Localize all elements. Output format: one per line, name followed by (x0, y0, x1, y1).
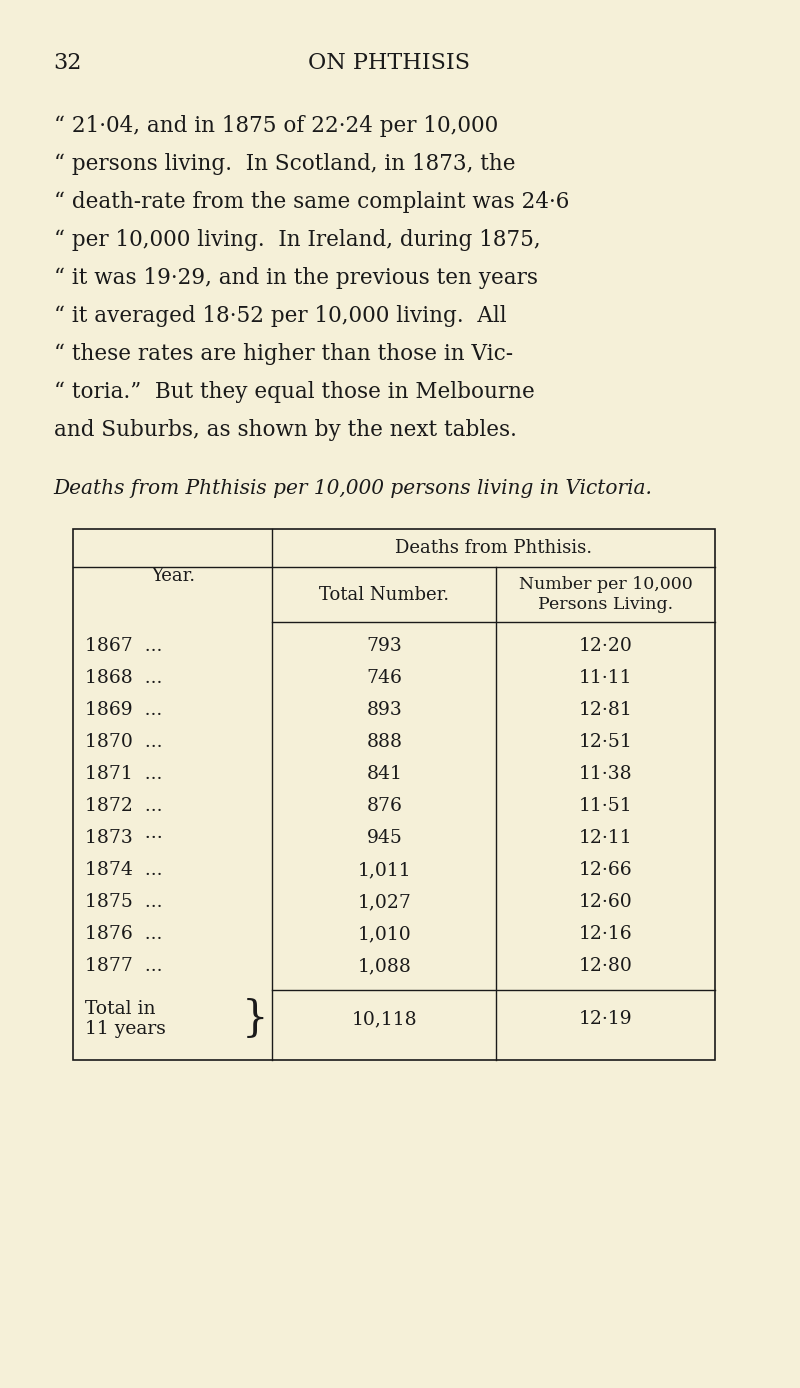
Text: and Suburbs, as shown by the next tables.: and Suburbs, as shown by the next tables… (54, 419, 516, 441)
Text: 12·20: 12·20 (579, 637, 633, 655)
Text: 746: 746 (366, 669, 402, 687)
Text: 1869  ...: 1869 ... (85, 701, 162, 719)
Text: 1867  ...: 1867 ... (85, 637, 162, 655)
Text: 1873  ···: 1873 ··· (85, 829, 162, 847)
Text: 1876  ...: 1876 ... (85, 924, 162, 942)
Text: 12·80: 12·80 (579, 956, 633, 974)
Text: 1872  ...: 1872 ... (85, 797, 162, 815)
Text: 12·16: 12·16 (579, 924, 633, 942)
Text: Total Number.: Total Number. (319, 586, 450, 604)
Text: “ 21·04, and in 1875 of 22·24 per 10,000: “ 21·04, and in 1875 of 22·24 per 10,000 (54, 115, 498, 137)
Text: 12·19: 12·19 (579, 1010, 633, 1029)
Text: 841: 841 (366, 765, 402, 783)
Text: 10,118: 10,118 (351, 1010, 417, 1029)
Text: 1,011: 1,011 (358, 861, 411, 879)
Text: “ persons living.  In Scotland, in 1873, the: “ persons living. In Scotland, in 1873, … (54, 153, 515, 175)
Text: Year.: Year. (150, 566, 194, 584)
Text: ON PHTHISIS: ON PHTHISIS (308, 51, 470, 74)
Text: 1868  ...: 1868 ... (85, 669, 162, 687)
Text: 11·51: 11·51 (579, 797, 633, 815)
Text: 1875  ...: 1875 ... (85, 892, 162, 911)
Text: 1,027: 1,027 (358, 892, 411, 911)
Text: 11·38: 11·38 (579, 765, 633, 783)
Text: 12·81: 12·81 (579, 701, 633, 719)
Bar (73, 529, 715, 1060)
Text: 1871  ...: 1871 ... (85, 765, 162, 783)
Text: 893: 893 (366, 701, 402, 719)
Text: “ it was 19·29, and in the previous ten years: “ it was 19·29, and in the previous ten … (54, 266, 538, 289)
Text: “ per 10,000 living.  In Ireland, during 1875,: “ per 10,000 living. In Ireland, during … (54, 229, 540, 251)
Text: 793: 793 (366, 637, 402, 655)
Text: Number per 10,000
Persons Living.: Number per 10,000 Persons Living. (519, 576, 693, 612)
Text: }: } (242, 998, 268, 1040)
Text: 11·11: 11·11 (579, 669, 633, 687)
Text: “ death-rate from the same complaint was 24·6: “ death-rate from the same complaint was… (54, 192, 569, 212)
Text: 945: 945 (366, 829, 402, 847)
Text: “ toria.”  But they equal those in Melbourne: “ toria.” But they equal those in Melbou… (54, 380, 534, 403)
Text: 1877  ...: 1877 ... (85, 956, 162, 974)
Text: 1870  ...: 1870 ... (85, 733, 162, 751)
Text: 12·11: 12·11 (579, 829, 633, 847)
Text: 32: 32 (54, 51, 82, 74)
Text: “ it averaged 18·52 per 10,000 living.  All: “ it averaged 18·52 per 10,000 living. A… (54, 305, 506, 328)
Text: 12·66: 12·66 (579, 861, 633, 879)
Text: 1,010: 1,010 (358, 924, 411, 942)
Text: 1,088: 1,088 (358, 956, 411, 974)
Text: “ these rates are higher than those in Vic-: “ these rates are higher than those in V… (54, 343, 513, 365)
Text: Deaths from Phthisis per 10,000 persons living in Victoria.: Deaths from Phthisis per 10,000 persons … (54, 479, 652, 498)
Text: 888: 888 (366, 733, 402, 751)
Text: Deaths from Phthisis.: Deaths from Phthisis. (395, 539, 593, 557)
Text: 11 years: 11 years (85, 1020, 166, 1038)
Text: 1874  ...: 1874 ... (85, 861, 162, 879)
Text: 12·51: 12·51 (579, 733, 633, 751)
Text: 876: 876 (366, 797, 402, 815)
Text: Total in: Total in (85, 999, 155, 1017)
Text: 12·60: 12·60 (579, 892, 633, 911)
